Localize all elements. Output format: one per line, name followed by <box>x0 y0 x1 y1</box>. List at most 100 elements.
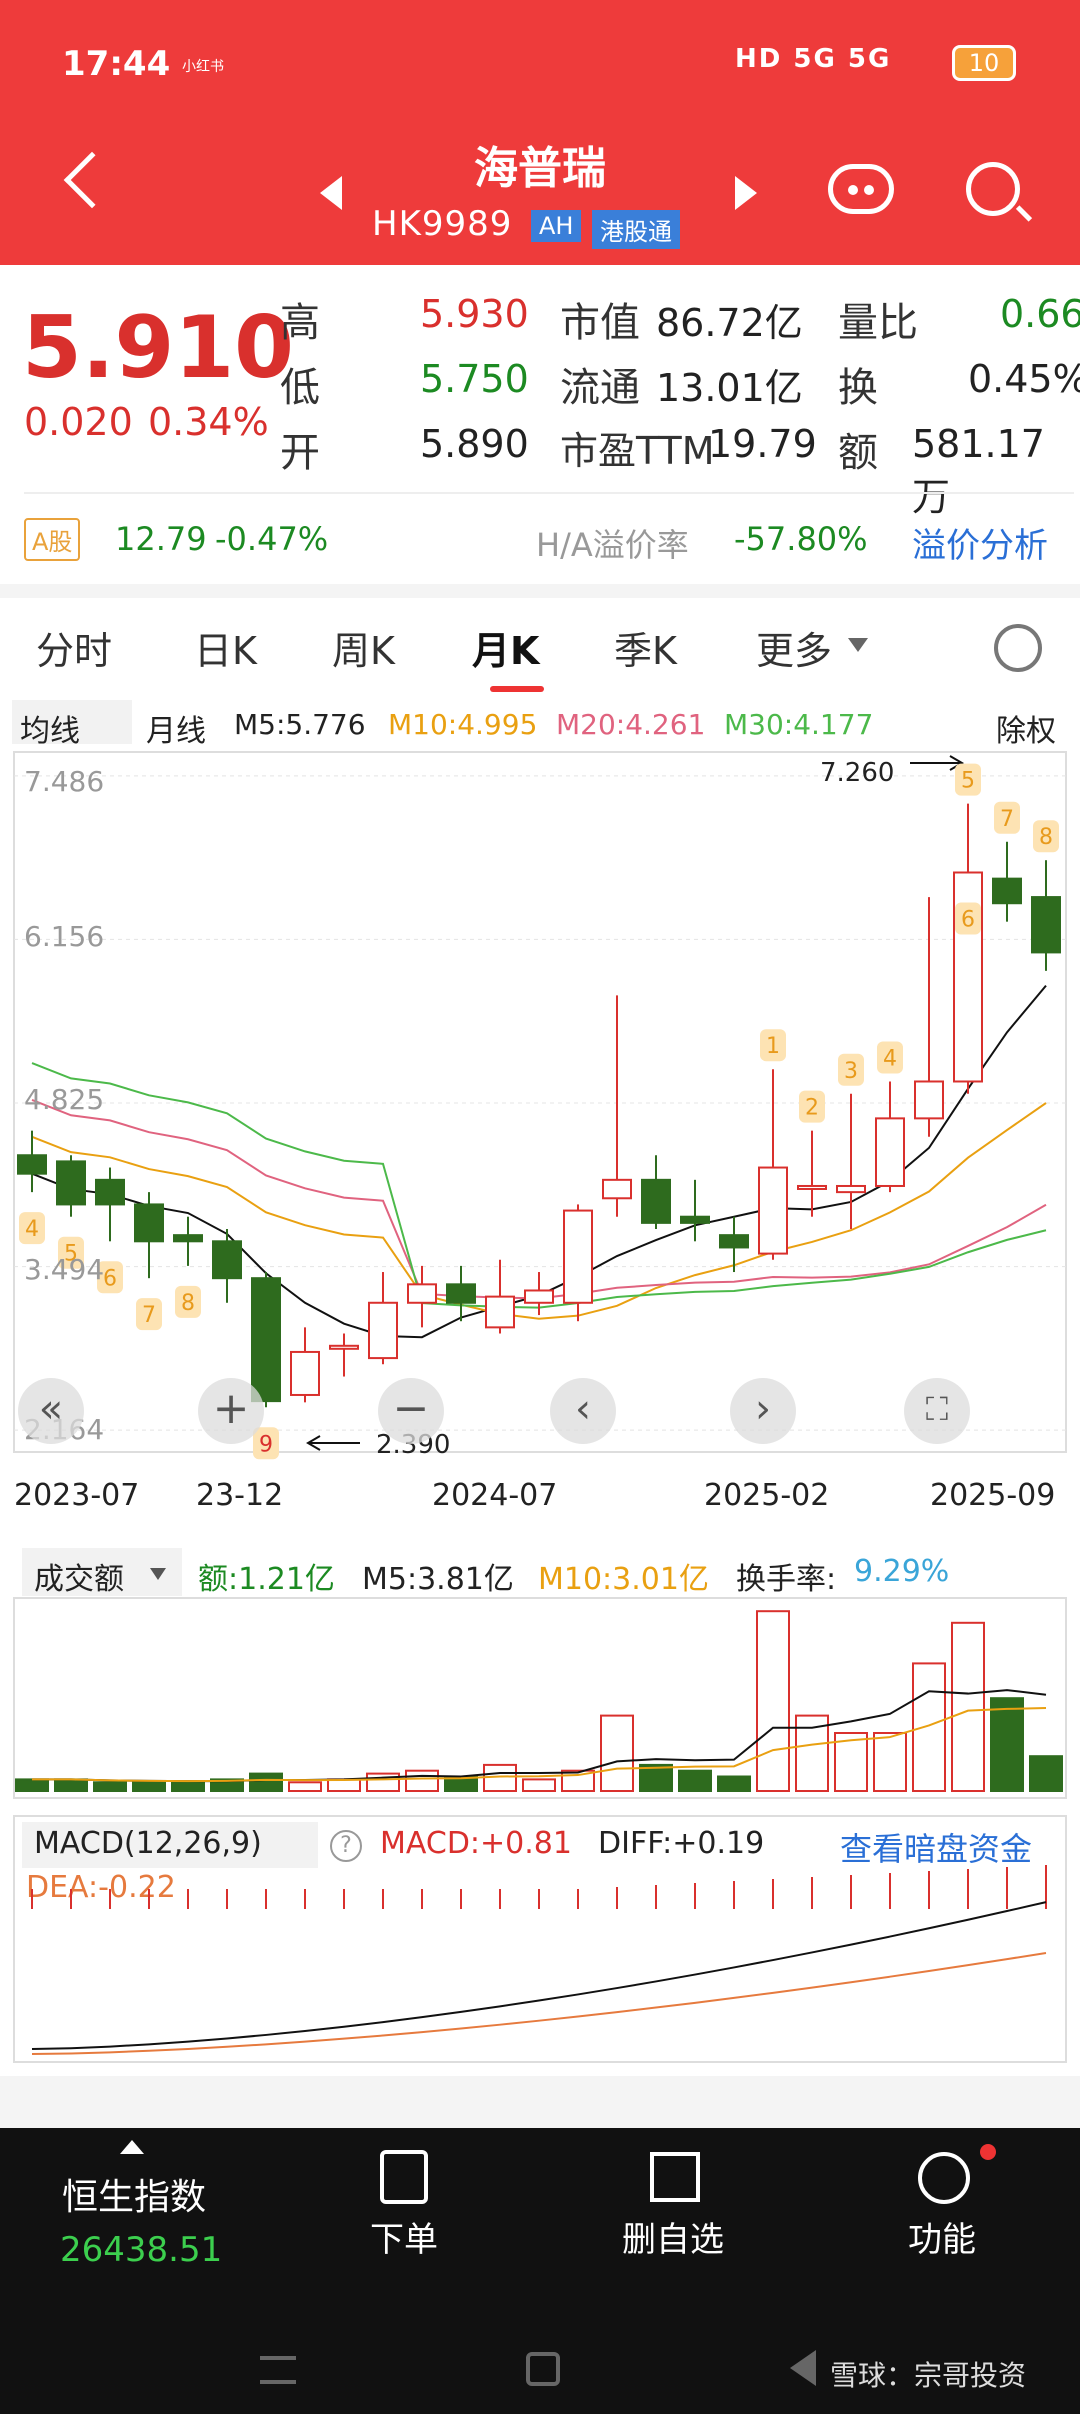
settings-icon[interactable] <box>994 624 1042 672</box>
ma-selector[interactable] <box>12 700 132 744</box>
volume-bar <box>678 1769 712 1792</box>
volume-bar <box>639 1763 673 1792</box>
volratio-label: 量比 <box>838 300 918 346</box>
high-annotation: 7.260 <box>820 758 895 788</box>
signal-marker <box>994 801 1020 834</box>
remove-watchlist-icon <box>650 2152 700 2202</box>
diff-line <box>31 1901 1047 2050</box>
scroll-right-icon[interactable]: › <box>730 1378 796 1444</box>
volume-bar <box>717 1775 751 1792</box>
a-share-tag: A股 <box>24 518 81 561</box>
index-name[interactable]: 恒生指数 <box>62 2177 207 2218</box>
zoom-in-icon[interactable]: + <box>198 1378 264 1444</box>
function-icon <box>918 2152 970 2204</box>
dea-value: DEA:-0.22 <box>26 1870 176 1905</box>
candle <box>719 1234 749 1249</box>
volume-bar <box>990 1697 1024 1792</box>
adjust-toggle[interactable]: 除权 <box>996 714 1056 749</box>
xtick-4: 2025-02 <box>704 1478 830 1513</box>
open-value: 5.890 <box>420 422 529 466</box>
premium-analysis-link[interactable]: 溢价分析 <box>912 526 1048 566</box>
volume-bar <box>288 1781 322 1793</box>
zoom-out-icon[interactable]: − <box>378 1378 444 1444</box>
help-icon[interactable]: ? <box>330 1830 362 1862</box>
volume-bar <box>132 1781 166 1793</box>
search-icon[interactable] <box>966 162 1020 216</box>
candle <box>173 1234 203 1243</box>
menu-icon[interactable] <box>260 2356 296 2384</box>
macd-selector[interactable] <box>22 1822 318 1868</box>
turnover-rate-label: 换手率: <box>736 1562 837 1597</box>
candle <box>524 1289 554 1304</box>
tab-daily[interactable]: 日K <box>194 629 257 673</box>
prev-stock-icon[interactable] <box>320 176 342 210</box>
signal-marker <box>19 1212 45 1245</box>
volume-bar <box>54 1778 88 1792</box>
volume-bar <box>1029 1755 1063 1792</box>
xtick-2: 23-12 <box>196 1478 284 1513</box>
amount-value: 581.17万 <box>912 422 1045 519</box>
signal-marker-label: 6 <box>961 907 975 932</box>
signal-marker-label: 4 <box>25 1217 39 1242</box>
candle <box>407 1283 437 1304</box>
bottom-nav: 恒生指数 26438.51 下单 删自选 功能 雪球：宗哥投资 <box>0 2128 1080 2414</box>
low-arrow <box>306 1435 360 1451</box>
candle <box>212 1240 242 1280</box>
candle <box>1031 896 1061 954</box>
candle <box>992 877 1022 905</box>
signal-marker <box>799 1090 825 1123</box>
dark-pool-link[interactable]: 查看暗盘资金 <box>840 1830 1033 1868</box>
volume-bar <box>951 1621 985 1792</box>
back-nav-icon[interactable] <box>790 2350 816 2386</box>
turnover-rate-value: 9.29% <box>854 1554 950 1589</box>
premium-value: -57.80% <box>734 520 868 558</box>
candle <box>914 1080 944 1120</box>
candle <box>368 1301 398 1360</box>
rewind-icon[interactable]: « <box>18 1378 84 1444</box>
signal-marker-label: 7 <box>1000 807 1014 832</box>
signal-marker <box>955 902 981 935</box>
volume-m5: M5:3.81亿 <box>362 1562 514 1597</box>
pe-label: 市盈TTM <box>560 429 715 473</box>
candle <box>446 1283 476 1304</box>
signal-marker-label: 2 <box>805 1096 819 1121</box>
signal-marker <box>175 1285 201 1318</box>
float-label: 流通 <box>560 365 640 411</box>
xtick-1: 2023-07 <box>14 1478 140 1513</box>
tab-more[interactable]: 更多 <box>756 629 833 673</box>
candle <box>680 1215 710 1224</box>
tab-monthly[interactable]: 月K <box>472 629 540 673</box>
candle <box>875 1117 905 1187</box>
signal-marker-label: 4 <box>883 1046 897 1071</box>
signal-marker-label: 5 <box>961 769 975 794</box>
next-stock-icon[interactable] <box>735 176 757 210</box>
volume-bar <box>912 1662 946 1792</box>
signal-marker <box>877 1041 903 1074</box>
robot-icon[interactable] <box>828 164 894 214</box>
volume-bar <box>15 1778 49 1792</box>
turnover-value: 0.45% <box>968 357 1080 401</box>
volume-m10: M10:3.01亿 <box>538 1562 709 1597</box>
volume-bar <box>327 1778 361 1792</box>
candle <box>290 1350 320 1396</box>
chevron-up-icon[interactable] <box>120 2140 144 2154</box>
home-icon[interactable] <box>526 2352 560 2386</box>
tab-weekly[interactable]: 周K <box>332 629 395 673</box>
order-icon <box>380 2150 428 2204</box>
signal-marker <box>136 1298 162 1331</box>
tab-quarterly[interactable]: 季K <box>614 629 677 673</box>
index-value: 26438.51 <box>60 2230 223 2270</box>
candle <box>95 1178 125 1206</box>
remove-watchlist-button[interactable]: 删自选 <box>622 2220 724 2260</box>
tab-intraday[interactable]: 分时 <box>36 629 113 673</box>
function-button[interactable]: 功能 <box>908 2220 976 2260</box>
ma5-value: M5:5.776 <box>234 708 366 741</box>
scroll-left-icon[interactable]: ‹ <box>550 1378 616 1444</box>
a-share-price: 12.79 <box>115 520 207 558</box>
order-button[interactable]: 下单 <box>370 2220 438 2260</box>
period-label: 月线 <box>146 714 206 749</box>
last-price: 5.910 <box>22 298 295 398</box>
fullscreen-icon[interactable]: ⛶ <box>904 1378 970 1444</box>
xtick-5: 2025-09 <box>930 1478 1056 1513</box>
